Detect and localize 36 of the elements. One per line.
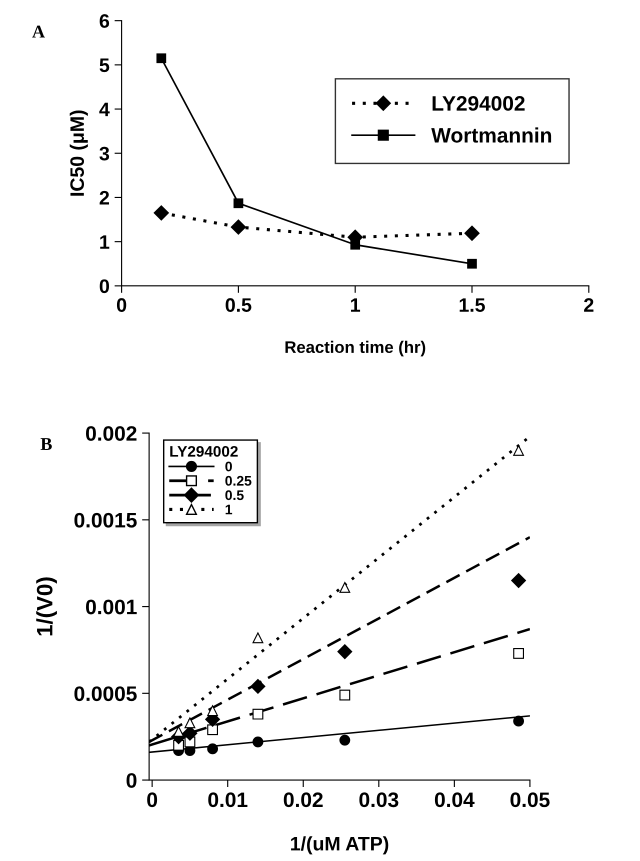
x-tick-label: 1	[351, 298, 360, 312]
y-axis-title: 1/(V0)	[36, 577, 57, 636]
y-tick-label: 3	[99, 146, 110, 161]
x-tick-label: 0.02	[284, 792, 323, 808]
y-tick-label: 1	[100, 235, 110, 249]
x-tick-label: 0.04	[434, 792, 475, 808]
x-tick-label: 0.05	[510, 792, 550, 808]
legend-label: Wortmannin	[431, 127, 552, 143]
x-tick-label: 0.03	[359, 792, 398, 808]
chart-title: B	[40, 438, 52, 450]
x-axis-title: Reaction time (hr)	[285, 340, 426, 356]
y-tick-label: 4	[99, 102, 110, 116]
legend-title: LY294002	[170, 446, 238, 457]
x-tick-label: 0.01	[208, 792, 248, 808]
y-tick-label: 5	[100, 58, 110, 72]
y-axis-title: IC50 (μM)	[70, 110, 88, 196]
x-axis-title: 1/(uM ATP)	[291, 836, 388, 854]
y-tick-label: 0.0005	[74, 686, 137, 702]
legend-label: 0	[225, 462, 232, 472]
legend-label: 1	[226, 504, 232, 514]
y-tick-label: 0	[100, 279, 109, 294]
legend-label: LY294002	[432, 96, 525, 111]
x-tick-label: 0	[116, 298, 126, 312]
y-tick-label: 6	[100, 14, 110, 28]
y-tick-label: 0.0015	[74, 512, 137, 528]
legend-label: 0.25	[225, 476, 252, 486]
y-tick-label: 0.001	[86, 600, 137, 614]
x-tick-label: 2	[584, 298, 594, 312]
chart-title: A	[32, 26, 45, 38]
x-tick-label: 1.5	[460, 298, 485, 312]
y-tick-label: 0	[126, 773, 136, 788]
y-tick-label: 0.002	[86, 426, 136, 441]
x-tick-label: 0	[147, 792, 158, 808]
y-tick-label: 2	[100, 190, 110, 204]
legend-label: 0.5	[225, 490, 244, 500]
x-tick-label: 0.5	[226, 298, 252, 312]
